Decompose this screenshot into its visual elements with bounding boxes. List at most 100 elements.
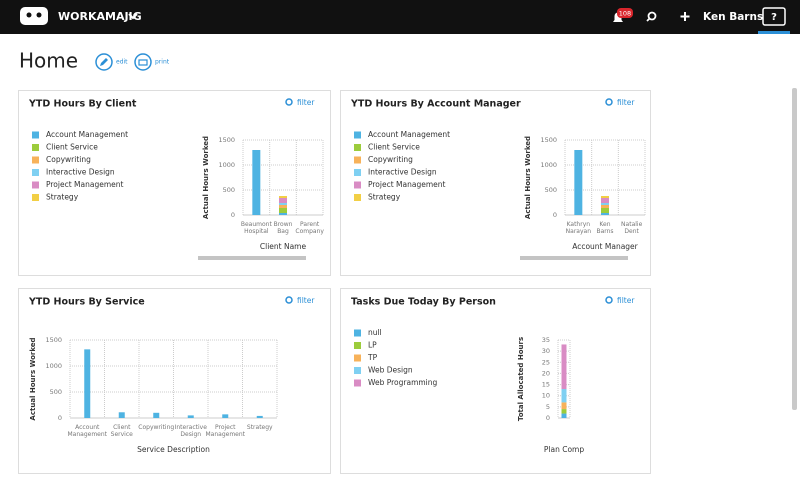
page-title: Home	[19, 49, 78, 73]
user-name[interactable]: Ken Barns	[703, 11, 763, 23]
x-axis-label: Service Description	[137, 445, 210, 454]
y-tick-label: 0	[553, 211, 557, 219]
bar-segment	[279, 203, 287, 205]
bar-segment	[279, 198, 287, 203]
edit-link[interactable]: edit	[116, 59, 128, 66]
scrollbar[interactable]	[792, 88, 797, 410]
bar	[187, 415, 194, 418]
filter-link[interactable]: filter	[617, 296, 635, 305]
filter-link[interactable]: filter	[297, 98, 315, 107]
bar-segment	[561, 413, 567, 418]
bar-segment	[601, 198, 609, 203]
widget-title: YTD Hours By Account Manager	[350, 99, 521, 110]
filter-icon[interactable]	[285, 98, 293, 106]
bar-segment	[601, 205, 609, 208]
x-tick-label: Account Management	[67, 424, 107, 438]
search-handle	[646, 17, 651, 22]
legend-label: Interactive Design	[46, 168, 115, 177]
bar-segment	[601, 208, 609, 213]
legend-label: Copywriting	[368, 155, 413, 164]
legend-swatch	[32, 144, 39, 151]
help-button[interactable]	[762, 7, 786, 26]
x-tick-label: Copywriting	[138, 424, 174, 431]
edit-icon[interactable]	[95, 53, 113, 71]
logo-eye	[26, 12, 32, 18]
search-icon[interactable]	[647, 11, 657, 21]
filter-link[interactable]: filter	[617, 98, 635, 107]
legend-swatch	[354, 131, 361, 139]
widget-title: YTD Hours By Client	[28, 99, 137, 110]
bar-segment	[601, 203, 609, 205]
app-menu-caret[interactable]	[128, 13, 138, 20]
bar-segment	[561, 402, 567, 410]
x-axis-label: Account Manager	[572, 242, 638, 251]
legend-swatch	[32, 131, 39, 139]
legend-label: Project Management	[368, 180, 446, 189]
x-tick-label: Project Management	[205, 424, 245, 438]
filter-link[interactable]: filter	[297, 296, 315, 305]
notification-count: 108	[619, 10, 631, 18]
x-tick-label: Ken Barns	[596, 221, 613, 235]
legend-swatch	[32, 181, 39, 189]
print-icon[interactable]	[134, 53, 152, 71]
bar-segment	[561, 389, 567, 403]
bar-segment	[601, 196, 609, 198]
legend-label: Copywriting	[46, 155, 91, 164]
x-tick-label: Beaumont Hospital	[241, 221, 273, 235]
chart-scrollbar[interactable]	[520, 256, 628, 260]
x-tick-label: Kathryn Narayan	[566, 221, 592, 235]
legend-swatch	[32, 194, 39, 201]
legend-label: TP	[367, 353, 378, 362]
legend-label: Web Design	[368, 366, 413, 375]
legend-swatch	[354, 181, 361, 189]
y-tick-label: 1500	[45, 336, 62, 344]
x-tick-label: Brown Bag	[274, 221, 293, 235]
y-tick-label: 25	[542, 358, 550, 366]
y-tick-label: 1000	[540, 161, 557, 169]
y-tick-label: 0	[58, 414, 62, 422]
chart-scrollbar[interactable]	[198, 256, 306, 260]
y-tick-label: 0	[546, 414, 550, 422]
filter-icon[interactable]	[285, 296, 293, 304]
legend-label: Interactive Design	[368, 168, 437, 177]
legend-label: Client Service	[46, 143, 98, 152]
widget: YTD Hours By Client filter Account Managem…	[18, 90, 331, 276]
active-indicator	[758, 31, 790, 34]
y-tick-label: 500	[545, 186, 557, 194]
bar	[256, 415, 263, 418]
widget: Tasks Due Today By Person filter null LP TP W…	[340, 288, 651, 474]
filter-icon[interactable]	[605, 98, 613, 106]
widget: YTD Hours By Account Manager filter Accoun…	[340, 90, 651, 276]
legend-swatch	[354, 354, 361, 362]
legend-label: Client Service	[368, 143, 420, 152]
widget-card	[18, 90, 331, 276]
y-tick-label: 30	[542, 347, 550, 355]
y-axis-label: Actual Hours Worked	[29, 337, 37, 420]
legend-swatch	[354, 169, 361, 176]
print-link[interactable]: print	[155, 59, 170, 66]
bar-segment	[574, 150, 583, 215]
y-tick-label: 15	[542, 381, 550, 389]
widget-title: Tasks Due Today By Person	[351, 297, 496, 308]
add-icon[interactable]	[680, 12, 690, 21]
widget-title: YTD Hours By Service	[28, 297, 145, 308]
bar-segment	[279, 208, 287, 213]
legend-swatch	[354, 379, 361, 387]
y-tick-label: 20	[542, 369, 550, 377]
bar-segment	[561, 409, 567, 414]
legend-swatch	[354, 367, 361, 374]
bar-segment	[601, 213, 609, 215]
legend-swatch	[354, 329, 361, 337]
y-tick-label: 500	[50, 388, 62, 396]
help-label: ?	[771, 12, 777, 23]
y-tick-label: 1500	[218, 136, 235, 144]
filter-icon[interactable]	[605, 296, 613, 304]
y-tick-label: 500	[223, 186, 235, 194]
app-name[interactable]: WORKAMAJIG	[58, 10, 142, 23]
y-tick-label: 1500	[540, 136, 557, 144]
logo[interactable]	[20, 7, 48, 25]
edit-pencil	[100, 58, 108, 66]
legend-swatch	[354, 342, 361, 349]
x-tick-label: Strategy	[247, 424, 273, 431]
